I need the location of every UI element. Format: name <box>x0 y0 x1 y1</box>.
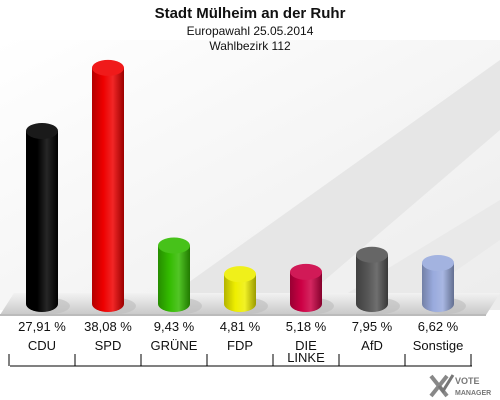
category-label: DIE <box>295 338 317 353</box>
bar-sonstige <box>422 254 466 314</box>
value-label: 9,43 % <box>154 319 195 334</box>
logo-text-manager: MANAGER <box>455 390 491 397</box>
bar-afd <box>356 246 400 314</box>
category-label: Sonstige <box>413 338 464 353</box>
bar-body <box>356 254 388 312</box>
bar-top <box>158 237 190 254</box>
bar-body <box>224 274 256 312</box>
logo-icon <box>429 374 455 398</box>
background-stripe <box>150 60 500 310</box>
labels-group: 27,91 % CDU 38,08 % SPD 9,43 % GRÜNE 4,81 % FDP… <box>8 319 472 367</box>
bar-top <box>356 246 388 263</box>
bar-body <box>92 67 124 313</box>
bars-group <box>26 59 466 314</box>
bar-die-linke <box>290 263 334 314</box>
value-label: 7,95 % <box>352 319 393 334</box>
chart-district: Wahlbezirk 112 <box>209 39 291 53</box>
category-label: LINKE <box>287 350 325 365</box>
category-label: SPD <box>95 338 122 353</box>
category-label: AfD <box>361 338 383 353</box>
chart-title: Stadt Mülheim an der Ruhr <box>155 5 346 22</box>
bar-top <box>224 266 256 283</box>
bar-top <box>92 59 124 76</box>
bar-top <box>26 122 58 139</box>
value-label: 6,62 % <box>418 319 459 334</box>
value-label: 27,91 % <box>18 319 66 334</box>
bar-fdp <box>224 266 268 314</box>
vote-manager-logo: VOTE MANAGER <box>429 374 491 398</box>
bar-spd <box>92 59 136 314</box>
value-label: 38,08 % <box>84 319 132 334</box>
value-label: 5,18 % <box>286 319 327 334</box>
chart-subtitle: Europawahl 25.05.2014 <box>187 24 314 38</box>
category-label: FDP <box>227 338 253 353</box>
bar-top <box>422 254 454 271</box>
bar-body <box>422 262 454 312</box>
bar-top <box>290 263 322 280</box>
bar-body <box>158 245 190 312</box>
floor-edge <box>0 314 486 316</box>
value-label: 4,81 % <box>220 319 261 334</box>
bar-body <box>290 271 322 312</box>
category-label: GRÜNE <box>151 338 198 353</box>
bar-cdu <box>26 122 70 314</box>
logo-text-vote: VOTE <box>455 376 480 386</box>
bar-body <box>26 130 58 312</box>
bar-grüne <box>158 237 202 314</box>
category-label: CDU <box>28 338 56 353</box>
